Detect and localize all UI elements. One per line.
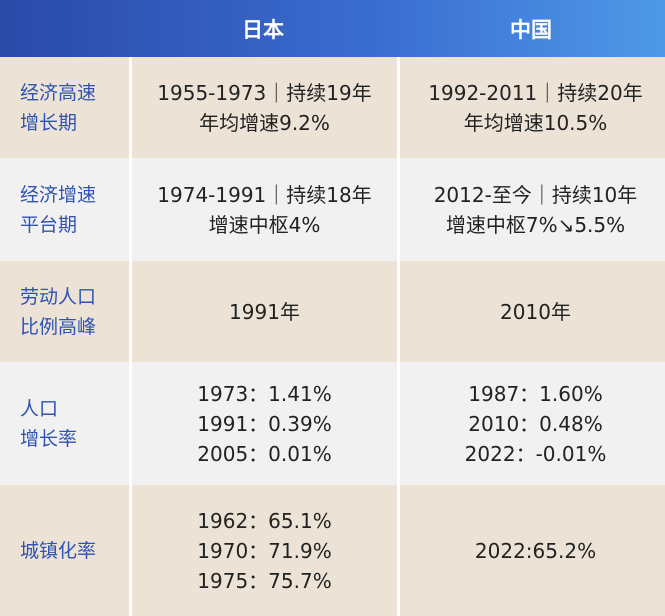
row-label-population-growth: 人口 增长率 bbox=[0, 362, 129, 485]
cell-japan-population-growth: 1973：1.41% 1991：0.39% 2005：0.01% bbox=[132, 362, 397, 485]
cell-china-labor-peak: 2010年 bbox=[400, 261, 665, 362]
cell-japan-high-growth: 1955-1973｜持续19年 年均增速9.2% bbox=[132, 57, 397, 158]
row-label-plateau: 经济增速 平台期 bbox=[0, 158, 129, 261]
cell-japan-urbanization: 1962：65.1% 1970：71.9% 1975：75.7% bbox=[132, 485, 397, 616]
table-header: 日本 中国 bbox=[0, 0, 665, 57]
row-label-labor-peak: 劳动人口 比例高峰 bbox=[0, 261, 129, 362]
header-china: 中国 bbox=[510, 17, 552, 42]
cell-china-population-growth: 1987：1.60% 2010：0.48% 2022：-0.01% bbox=[400, 362, 665, 485]
cell-china-high-growth: 1992-2011｜持续20年 年均增速10.5% bbox=[400, 57, 665, 158]
cell-japan-labor-peak: 1991年 bbox=[132, 261, 397, 362]
header-japan: 日本 bbox=[242, 17, 284, 42]
cell-china-plateau: 2012-至今｜持续10年 增速中枢7%↘5.5% bbox=[400, 158, 665, 261]
row-label-urbanization: 城镇化率 bbox=[0, 485, 129, 616]
cell-japan-plateau: 1974-1991｜持续18年 增速中枢4% bbox=[132, 158, 397, 261]
row-label-high-growth: 经济高速 增长期 bbox=[0, 57, 129, 158]
cell-china-urbanization: 2022:65.2% bbox=[400, 485, 665, 616]
